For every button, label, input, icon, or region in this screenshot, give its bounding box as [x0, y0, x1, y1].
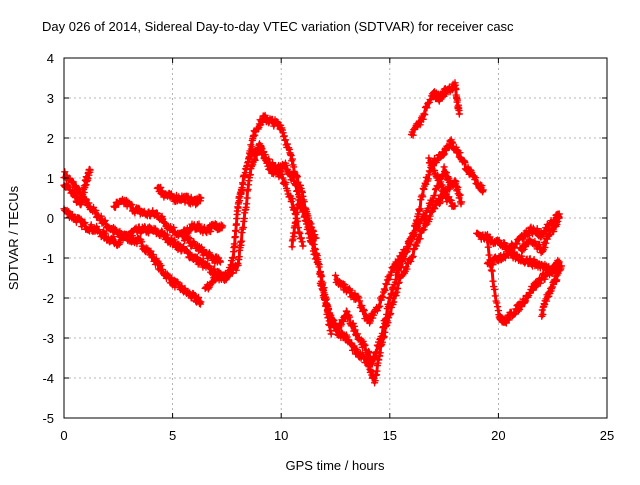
series-track-14: [407, 79, 463, 139]
x-tick-label: 5: [169, 428, 176, 443]
x-tick-label: 0: [60, 428, 67, 443]
series-track-12: [320, 176, 466, 387]
plus-markers: [320, 176, 466, 387]
series-track-19: [516, 213, 563, 257]
series-track-10: [288, 196, 320, 251]
series-track-5: [153, 183, 205, 209]
series-track-3: [60, 165, 94, 209]
series-track-13: [331, 163, 455, 327]
y-tick-label: -3: [42, 331, 54, 346]
plus-markers: [153, 183, 205, 209]
series-track-20: [538, 262, 566, 320]
series-layer: [60, 79, 566, 387]
plus-markers: [538, 262, 566, 320]
y-tick-label: -1: [42, 251, 54, 266]
x-tick-label: 25: [600, 428, 614, 443]
y-tick-label: 0: [47, 211, 54, 226]
y-tick-label: -2: [42, 291, 54, 306]
plus-markers: [516, 213, 563, 257]
series-track-18: [473, 210, 563, 255]
plot-frame: [63, 57, 608, 419]
series-track-17: [483, 247, 563, 277]
series-track-6: [179, 220, 227, 238]
plus-markers: [288, 196, 320, 251]
y-axis-label: SDTVAR / TECUs: [6, 185, 21, 290]
y-tick-label: -5: [42, 411, 54, 426]
plus-markers: [407, 79, 463, 139]
series-track-9: [244, 140, 307, 250]
plus-markers: [425, 154, 459, 211]
plus-markers: [473, 210, 563, 255]
plus-markers: [244, 140, 307, 250]
plus-markers: [331, 163, 455, 327]
x-tick-label: 10: [274, 428, 288, 443]
y-tick-label: 3: [47, 91, 54, 106]
chart-title: Day 026 of 2014, Sidereal Day-to-day VTE…: [42, 19, 514, 34]
y-tick-label: 1: [47, 171, 54, 186]
plus-markers: [179, 220, 227, 238]
ticks: 0 5 10 15 20 25 -5 -4 -3 -2 -1 0 1 2 3 4: [42, 51, 614, 443]
series-track-15: [425, 154, 459, 211]
x-tick-label: 20: [491, 428, 505, 443]
x-tick-label: 15: [383, 428, 397, 443]
x-axis-label: GPS time / hours: [286, 458, 385, 473]
plus-markers: [483, 247, 563, 277]
y-tick-label: -4: [42, 371, 54, 386]
y-tick-label: 2: [47, 131, 54, 146]
y-tick-label: 4: [47, 51, 54, 66]
